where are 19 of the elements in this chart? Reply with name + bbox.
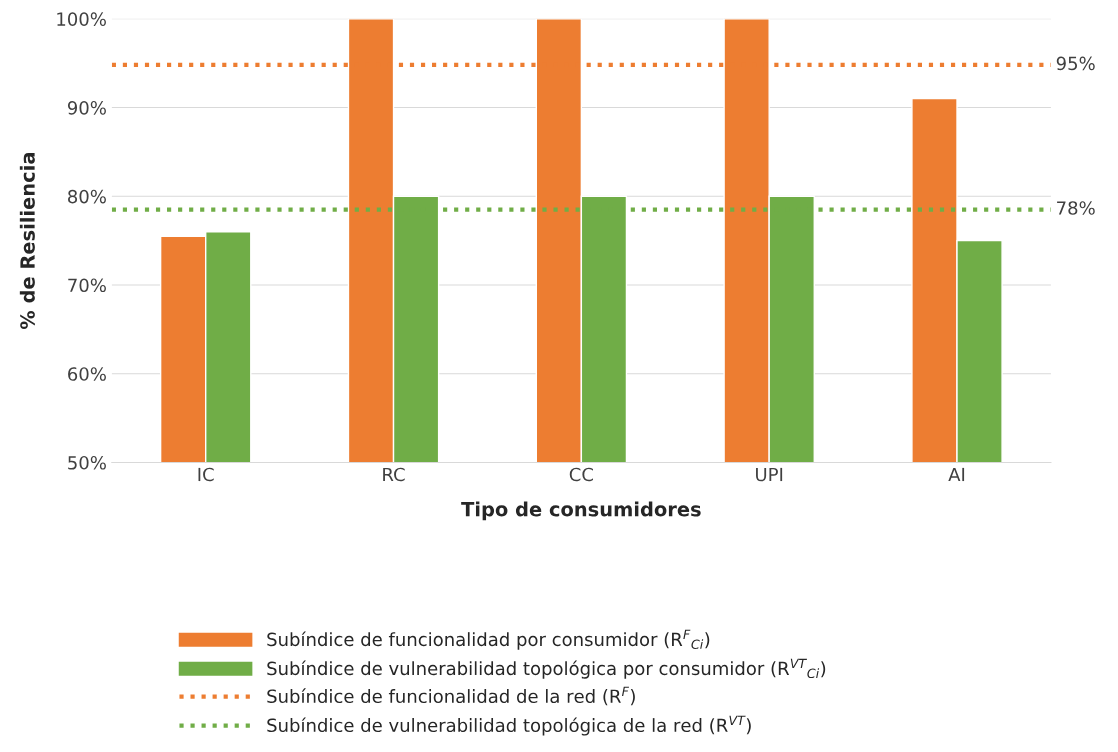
- y-tick-label: 90%: [67, 101, 106, 115]
- legend-label: Subíndice de funcionalidad por consumidor (R$^{F}$$_{Ci}$): [267, 629, 710, 650]
- legend-label: Subíndice de funcionalidad de la red (R$^{F}$): [267, 686, 635, 706]
- y-tick-label: 100%: [57, 12, 106, 26]
- x-tick-label: AI: [948, 467, 965, 482]
- legend-label: Subíndice de vulnerabilidad topológica de la red (R$^{VT}$): [267, 715, 751, 736]
- y-tick-label: 80%: [68, 189, 106, 204]
- text: 78%: [1057, 201, 1095, 215]
- y-tick-label: 50%: [68, 455, 106, 470]
- x-tick-label: RC: [383, 467, 405, 482]
- text: 95%: [1056, 56, 1095, 71]
- y-tick-label: 60%: [68, 367, 106, 381]
- legend-label: Subíndice de vulnerabilidad topológica por consumidor (R$^{VT}$$_{Ci}$): [267, 658, 826, 679]
- x-tick-label: UPI: [756, 467, 783, 482]
- y-axis-title: % de Resiliencia: [19, 153, 35, 330]
- x-axis-title: Tipo de consumidores: [461, 501, 701, 521]
- y-tick-label: 70%: [68, 278, 106, 293]
- x-tick-label: CC: [569, 467, 593, 482]
- x-tick-label: IC: [198, 467, 214, 482]
